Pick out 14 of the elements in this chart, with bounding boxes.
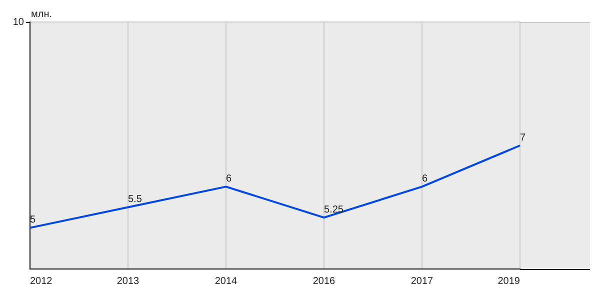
x-tick-label: 2017 bbox=[410, 276, 434, 287]
x-tick-label: 2013 bbox=[116, 276, 140, 287]
x-tick-label: 2012 bbox=[30, 276, 53, 287]
data-label: 5 bbox=[30, 214, 36, 226]
data-label: 6 bbox=[422, 173, 428, 184]
data-label: 5.5 bbox=[128, 194, 142, 205]
x-tick-label: 2014 bbox=[214, 276, 238, 287]
x-tick-label: 2019 bbox=[498, 276, 520, 287]
data-label: 7 bbox=[520, 132, 526, 144]
y-axis-title: млн. bbox=[31, 8, 52, 20]
data-label: 5.25 bbox=[324, 204, 344, 216]
x-tick-label: 2016 bbox=[312, 276, 336, 287]
data-label: 6 bbox=[226, 173, 232, 184]
text: 10 bbox=[12, 16, 24, 28]
